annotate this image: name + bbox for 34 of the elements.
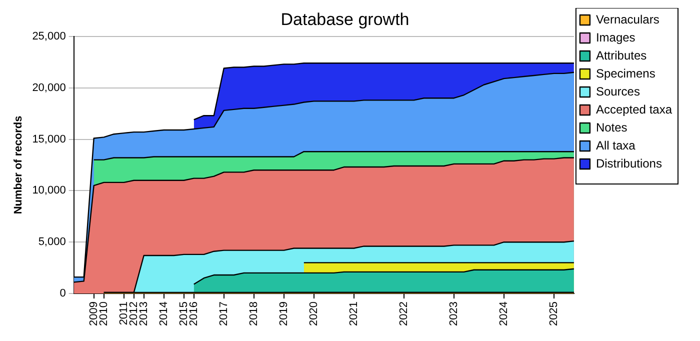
y-tick-label: 25,000 xyxy=(32,30,66,42)
x-tick-label: 2021 xyxy=(348,302,360,326)
x-tick-label: 2025 xyxy=(548,302,560,326)
y-tick-label: 5,000 xyxy=(38,236,66,248)
x-tick-label: 2024 xyxy=(498,302,510,326)
legend-label: Attributes xyxy=(596,48,647,62)
x-tick-label: 2014 xyxy=(158,302,170,326)
x-tick-label: 2023 xyxy=(448,302,460,326)
legend-label: All taxa xyxy=(596,138,636,152)
x-tick-label: 2010 xyxy=(98,302,110,326)
y-tick-label: 0 xyxy=(60,288,66,300)
y-tick-label: 10,000 xyxy=(32,184,66,197)
x-tick-label: 2013 xyxy=(138,302,150,326)
x-tick-label: 2015 xyxy=(178,302,190,326)
x-tick-label: 2012 xyxy=(128,302,140,326)
x-tick-label: 2017 xyxy=(218,302,230,326)
x-tick-label: 2020 xyxy=(308,302,320,326)
x-tick-label: 2009 xyxy=(88,302,100,326)
x-tick-label: 2016 xyxy=(188,302,200,326)
legend-label: Images xyxy=(596,30,636,44)
y-tick-label: 20,000 xyxy=(32,82,66,94)
x-tick-label: 2011 xyxy=(118,302,130,326)
y-axis-title: Number of records xyxy=(12,116,25,214)
chart-title: Database growth xyxy=(280,10,410,29)
legend-label: Accepted taxa xyxy=(596,102,672,116)
y-tick-label: 15,000 xyxy=(32,133,66,146)
x-tick-label: 2018 xyxy=(248,302,260,326)
legend-label: Sources xyxy=(596,84,640,98)
legend-label: Specimens xyxy=(596,66,656,80)
legend-label: Vernaculars xyxy=(596,12,660,26)
x-tick-label: 2019 xyxy=(278,302,290,326)
legend-label: Notes xyxy=(596,120,628,134)
x-tick-label: 2022 xyxy=(398,302,410,326)
legend-label: Distributions xyxy=(596,156,662,170)
